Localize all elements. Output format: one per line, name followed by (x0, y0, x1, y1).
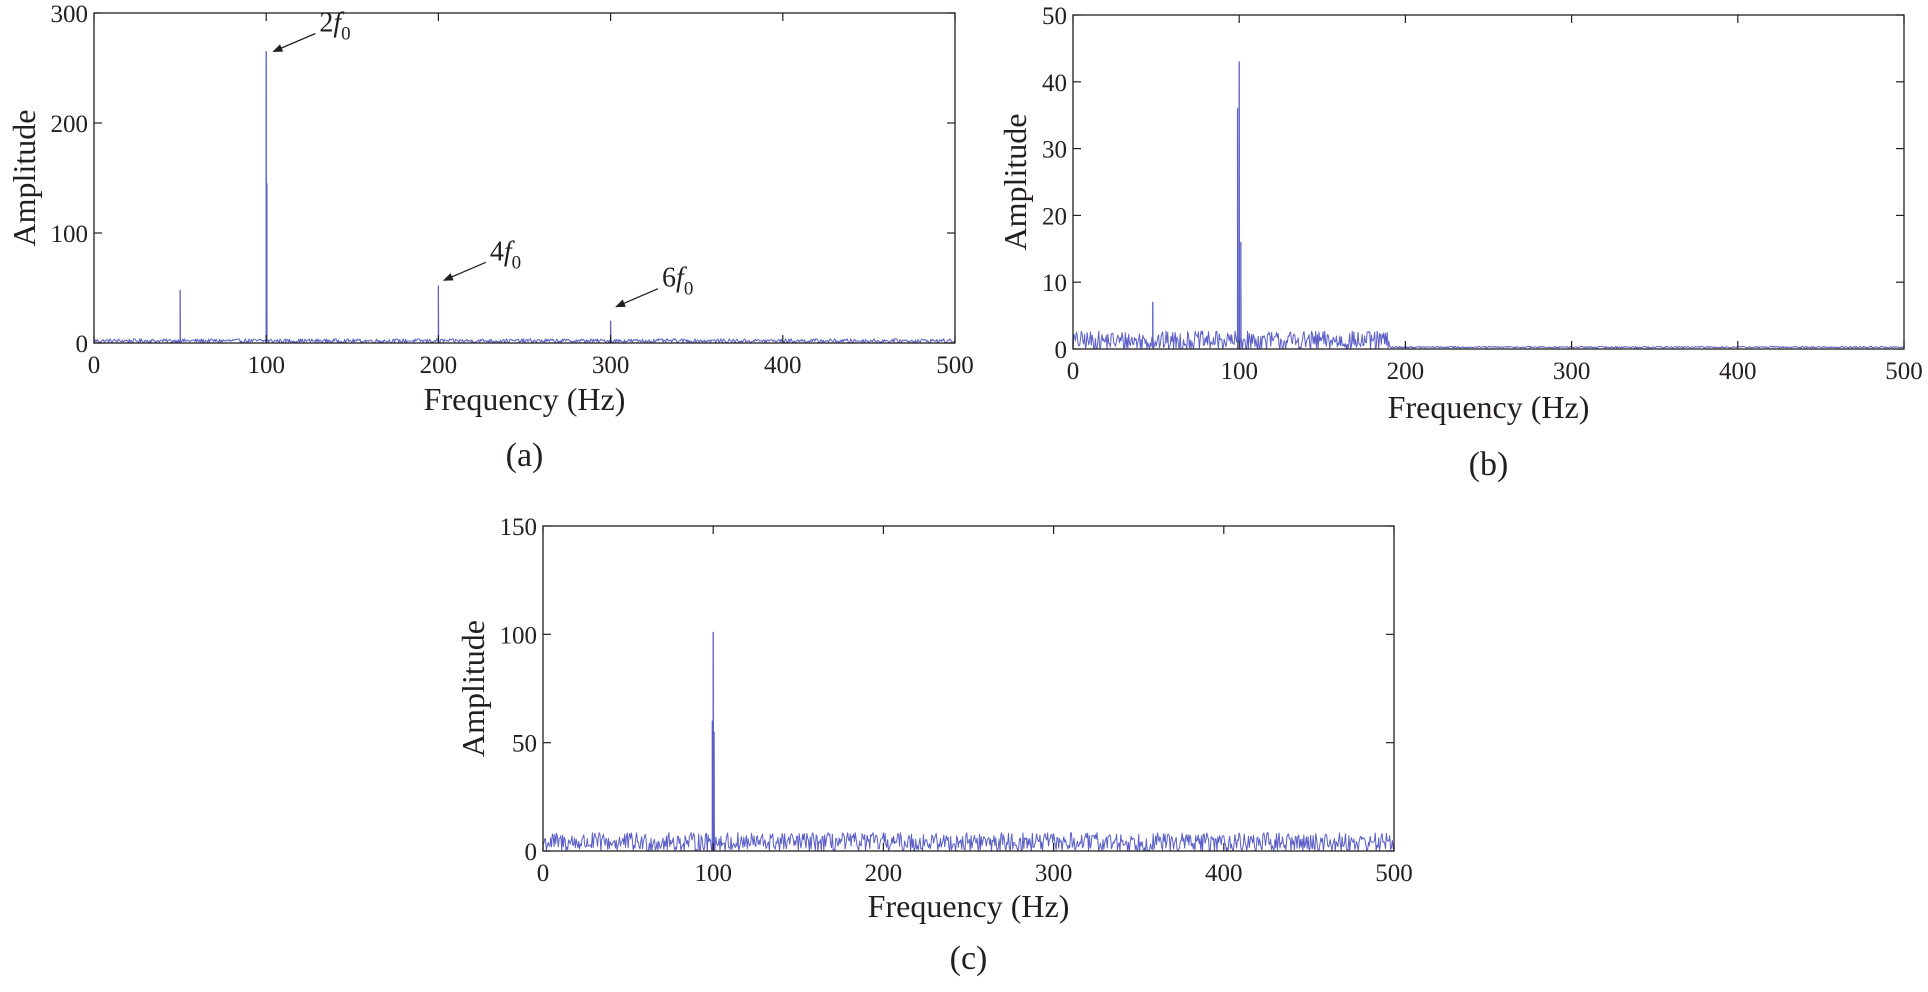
annotation-label-a-2: 6f0 (662, 263, 693, 300)
y-tick-label-b-3: 30 (1042, 137, 1067, 164)
y-tick-label-b-4: 40 (1042, 70, 1067, 97)
y-axis-title-a: Amplitude (6, 110, 42, 247)
x-tick-label-a-3: 300 (592, 352, 630, 379)
x-tick-label-b-4: 400 (1719, 358, 1757, 385)
y-tick-label-c-1: 50 (512, 731, 537, 758)
x-tick-label-b-3: 300 (1553, 358, 1591, 385)
y-tick-label-b-5: 50 (1042, 3, 1067, 30)
x-tick-label-a-4: 400 (764, 352, 802, 379)
x-tick-label-b-0: 0 (1067, 358, 1080, 385)
x-tick-label-a-2: 200 (420, 352, 458, 379)
panel-caption-c: (c) (950, 940, 988, 977)
y-tick-label-b-0: 0 (1055, 337, 1068, 364)
y-tick-label-b-2: 20 (1042, 203, 1067, 230)
x-tick-label-c-5: 500 (1375, 860, 1413, 887)
panel-caption-a: (a) (506, 437, 544, 474)
annotation-arrow-a-1 (442, 261, 487, 281)
y-axis-title-b: Amplitude (997, 114, 1033, 251)
x-tick-label-b-2: 200 (1387, 358, 1425, 385)
chart-panel-b: 0 100 200 300 400 500 0 10 20 30 40 50 Frequency (Hz… (997, 3, 1923, 483)
y-tick-label-c-3: 150 (500, 514, 538, 541)
chart-panel-c: 0 100 200 300 400 500 0 50 100 150 Frequency (Hz) A… (455, 514, 1413, 977)
x-tick-label-a-0: 0 (88, 352, 101, 379)
y-tick-label-c-0: 0 (525, 839, 538, 866)
annotation-label-a-1: 4f0 (490, 236, 521, 273)
x-tick-label-a-1: 100 (247, 352, 285, 379)
plot-frame-b (1072, 14, 1905, 350)
y-tick-label-a-1: 100 (51, 221, 89, 248)
y-tick-label-a-2: 200 (51, 111, 89, 138)
plot-frame-a (93, 12, 956, 344)
annotation-arrow-a-2 (615, 288, 659, 308)
x-tick-label-c-3: 300 (1035, 860, 1073, 887)
x-tick-label-c-4: 400 (1205, 860, 1243, 887)
x-axis-title-c: Frequency (Hz) (868, 888, 1070, 924)
annotation-arrow-a-0 (272, 32, 316, 53)
spectrum-line-a (93, 51, 956, 344)
spectrum-line-b (1072, 61, 1905, 350)
x-tick-label-a-5: 500 (936, 352, 974, 379)
annotation-label-a-0: 2f0 (319, 8, 350, 45)
y-tick-label-a-0: 0 (76, 331, 89, 358)
panel-caption-b: (b) (1469, 446, 1509, 483)
y-tick-label-c-2: 100 (500, 622, 538, 649)
x-axis-title-a: Frequency (Hz) (424, 381, 626, 417)
x-tick-label-b-5: 500 (1885, 358, 1923, 385)
y-tick-label-a-3: 300 (51, 1, 89, 28)
y-tick-label-b-1: 10 (1042, 270, 1067, 297)
spectrum-line-c (542, 631, 1395, 852)
x-tick-label-c-2: 200 (865, 860, 903, 887)
x-tick-label-c-0: 0 (537, 860, 550, 887)
x-tick-label-b-1: 100 (1220, 358, 1258, 385)
x-axis-title-b: Frequency (Hz) (1388, 389, 1590, 425)
plot-frame-c (542, 525, 1395, 852)
x-tick-label-c-1: 100 (694, 860, 732, 887)
y-axis-title-c: Amplitude (455, 620, 491, 757)
